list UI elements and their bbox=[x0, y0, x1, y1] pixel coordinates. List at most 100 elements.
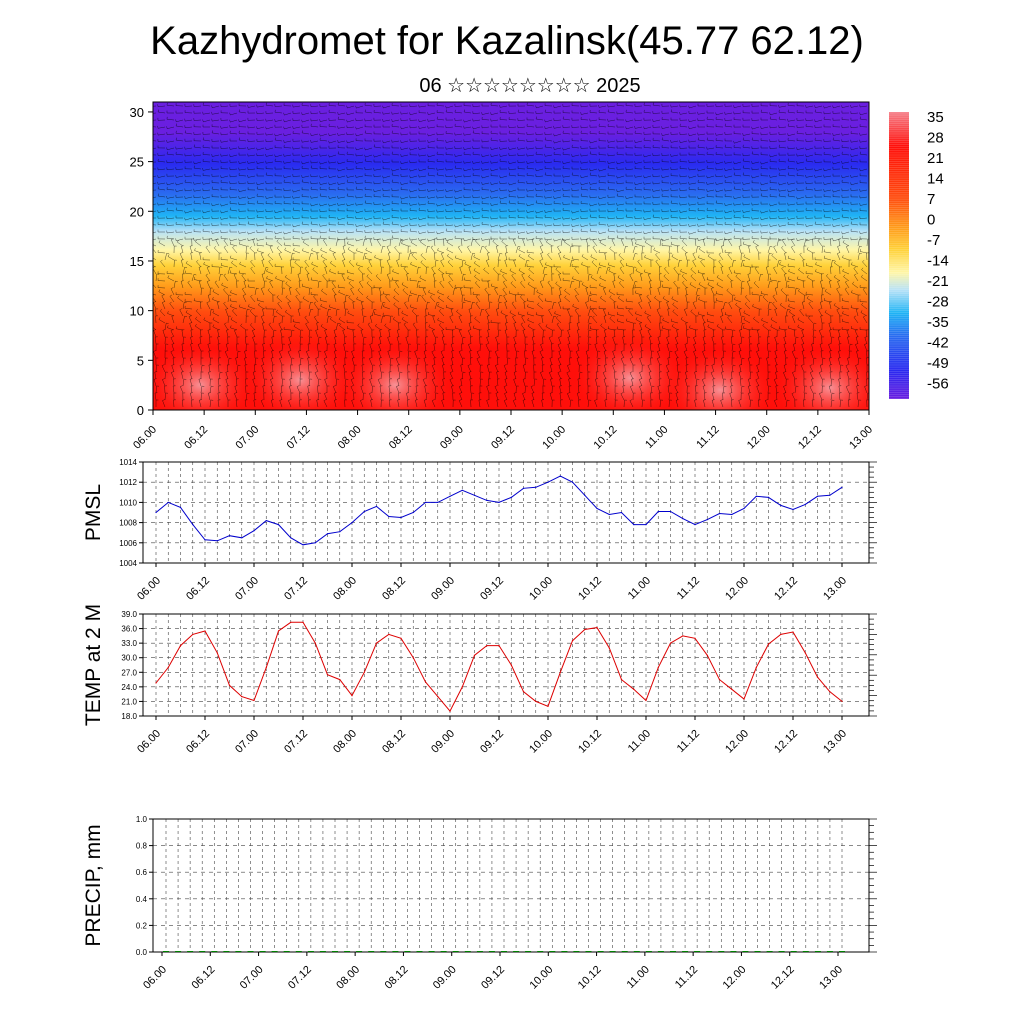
x-tick-label: 07.00 bbox=[233, 575, 261, 603]
data-point bbox=[780, 633, 782, 636]
x-tick-label: 09.12 bbox=[489, 424, 517, 452]
colorbar-label: 7 bbox=[927, 191, 935, 208]
data-point bbox=[339, 531, 341, 533]
cross-section-y-axis: 0 5 10 15 20 25 30 bbox=[130, 105, 153, 418]
x-tick-label: 11.00 bbox=[626, 728, 653, 755]
precip-bar bbox=[175, 951, 182, 952]
x-tick-label: 06.12 bbox=[184, 728, 212, 756]
x-tick-label: 08.12 bbox=[380, 575, 408, 603]
panel-frame bbox=[142, 461, 870, 564]
precip-bar bbox=[259, 951, 266, 952]
precip-bar bbox=[332, 951, 338, 952]
precip-bar bbox=[657, 951, 664, 952]
colorbar-scale bbox=[889, 112, 909, 399]
y-tick-label: 15 bbox=[130, 254, 144, 269]
precip-bar bbox=[573, 951, 580, 952]
data-point bbox=[657, 510, 659, 513]
right-ticks bbox=[869, 461, 877, 564]
x-tick-label: 08.00 bbox=[331, 728, 359, 756]
data-point bbox=[400, 516, 402, 519]
precip-bar bbox=[223, 951, 230, 952]
y-tick-label: 1014 bbox=[119, 458, 137, 467]
data-point bbox=[608, 647, 610, 649]
y-tick-label: 1.0 bbox=[136, 815, 148, 824]
data-point bbox=[155, 511, 157, 514]
y-tick-label: 1004 bbox=[119, 559, 137, 568]
precip-bar bbox=[537, 951, 544, 952]
x-tick-label: 13.00 bbox=[821, 575, 849, 603]
data-point bbox=[645, 524, 647, 526]
x-tick-label: 08.00 bbox=[336, 424, 364, 452]
precip-bar bbox=[452, 951, 459, 952]
y-tick-label: 24.0 bbox=[121, 683, 137, 692]
cross-section-panel: 0 5 10 15 20 25 30 06.00 06.12 07.00 07.12 08.00 08… bbox=[130, 101, 875, 452]
data-point bbox=[633, 524, 635, 526]
data-point bbox=[571, 481, 574, 483]
precip-bar bbox=[682, 951, 689, 952]
data-point bbox=[608, 513, 610, 516]
x-tick-label: 06.12 bbox=[184, 575, 212, 603]
x-tick-label: 06.12 bbox=[189, 964, 217, 992]
precip-bar bbox=[319, 951, 326, 952]
data-point bbox=[179, 645, 182, 647]
data-point bbox=[780, 504, 782, 506]
data-point bbox=[216, 540, 218, 542]
data-point bbox=[522, 487, 525, 489]
data-point bbox=[510, 496, 512, 498]
colorbar-label: -7 bbox=[927, 232, 940, 249]
y-tick-label: 0.6 bbox=[136, 868, 148, 877]
panel-grid bbox=[143, 461, 869, 564]
x-tick-label: 12.00 bbox=[745, 424, 773, 452]
precip-bar bbox=[826, 951, 833, 952]
y-axis-label: PMSL bbox=[82, 484, 105, 541]
y-tick-label: 0.8 bbox=[136, 842, 148, 851]
precip-bar bbox=[404, 951, 411, 952]
x-tick-label: 12.12 bbox=[769, 964, 797, 992]
precip-bar bbox=[211, 951, 218, 952]
x-tick-label: 11.00 bbox=[625, 964, 652, 991]
colorbar-label: 0 bbox=[927, 212, 935, 229]
data-point bbox=[804, 652, 806, 654]
precip-bar bbox=[283, 951, 290, 952]
data-point bbox=[694, 524, 696, 526]
y-tick-label: 0.4 bbox=[136, 895, 148, 904]
colorbar-labels: 35 28 21 14 7 0 -7 -14 -21 -28 -35 -42 -49 -56 bbox=[927, 109, 949, 393]
precip-bar bbox=[187, 951, 194, 952]
data-point bbox=[596, 627, 598, 629]
colorbar-label: 14 bbox=[927, 171, 944, 188]
colorbar-label: -42 bbox=[927, 335, 949, 352]
panel-frame bbox=[142, 613, 870, 717]
x-tick-label: 12.00 bbox=[723, 728, 751, 756]
x-tick-label: 13.00 bbox=[821, 728, 849, 756]
x-tick-label: 08.12 bbox=[387, 424, 415, 452]
y-tick-label: 5 bbox=[137, 353, 144, 368]
warm-spot bbox=[775, 348, 869, 410]
x-tick-label: 10.12 bbox=[576, 575, 604, 603]
x-tick-label: 12.12 bbox=[796, 424, 824, 452]
barb-lines bbox=[153, 102, 869, 408]
x-tick-label: 11.00 bbox=[626, 575, 653, 602]
data-point bbox=[559, 475, 561, 477]
data-point bbox=[829, 691, 831, 693]
data-point bbox=[326, 674, 329, 676]
x-tick-label: 10.00 bbox=[540, 424, 568, 452]
data-point bbox=[522, 691, 525, 693]
data-point bbox=[841, 486, 843, 488]
panel-frame bbox=[152, 818, 870, 953]
data-point bbox=[486, 645, 488, 647]
temp-panel: 18.0 21.0 24.0 27.0 30.0 33.0 36.0 39.0 TEMP at … bbox=[82, 604, 877, 756]
data-point bbox=[424, 681, 427, 683]
data-point bbox=[706, 654, 708, 656]
precip-bar bbox=[766, 951, 773, 952]
x-tick-label: 06.00 bbox=[141, 964, 169, 992]
y-axis-label: TEMP at 2 M bbox=[82, 604, 105, 726]
precip-bar bbox=[247, 951, 254, 952]
y-tick-label: 1012 bbox=[119, 478, 137, 487]
precip-bar bbox=[561, 951, 568, 952]
x-tick-label: 07.00 bbox=[233, 728, 261, 756]
x-tick-label: 08.12 bbox=[383, 964, 411, 992]
x-tick-label: 07.12 bbox=[282, 728, 310, 756]
data-point bbox=[375, 505, 378, 507]
precip-bar bbox=[235, 951, 242, 952]
x-tick-label: 08.00 bbox=[334, 964, 362, 992]
